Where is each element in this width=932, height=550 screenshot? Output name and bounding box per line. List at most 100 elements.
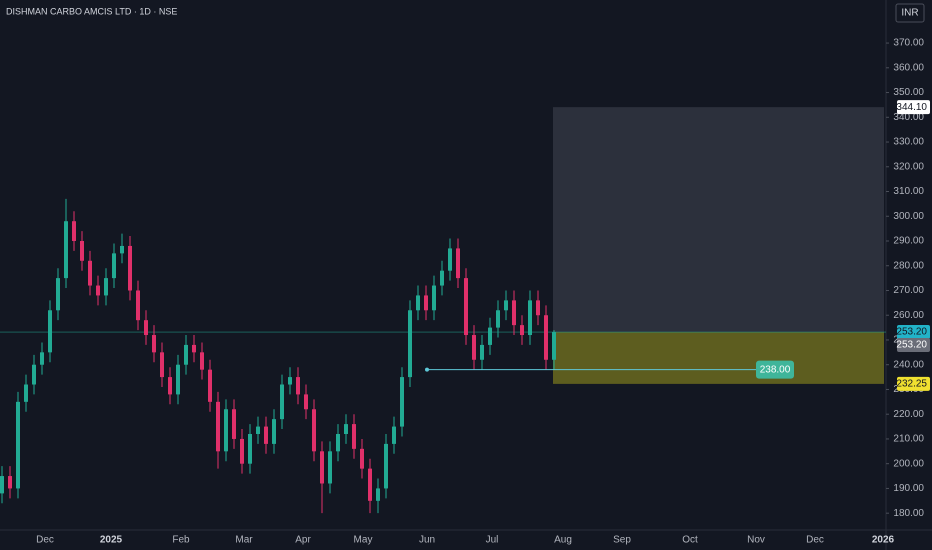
candle-body [376, 488, 380, 501]
currency-box[interactable] [895, 3, 925, 23]
candle-body [144, 320, 148, 336]
candle-body [192, 344, 196, 353]
candle-body [208, 369, 212, 402]
candle-body [392, 426, 396, 444]
y-tick-label: 210.00 [893, 434, 924, 445]
y-tick-label: 320.00 [893, 161, 924, 172]
candle-body [480, 344, 484, 360]
y-tick-label: 200.00 [893, 458, 924, 469]
y-tick-label: 180.00 [893, 508, 924, 519]
candle-body [552, 332, 556, 360]
candle-body [448, 248, 452, 271]
y-tick-label: 340.00 [893, 112, 924, 123]
x-tick-label: Jun [419, 535, 435, 546]
candle-body [464, 278, 468, 336]
price-badge [897, 338, 930, 353]
x-tick-label: Sep [613, 535, 631, 546]
candle-body [40, 352, 44, 365]
candle-body [440, 270, 444, 286]
candle-body [216, 401, 220, 452]
price-badge-label: 344.10 [896, 102, 927, 113]
candle-body [336, 433, 340, 452]
chart-title: DISHMAN CARBO AMCIS LTD · 1D · NSE [6, 6, 177, 16]
candle-body [80, 240, 84, 261]
candle-body [168, 377, 172, 395]
y-tick-label: 330.00 [893, 137, 924, 148]
candle-body [536, 300, 540, 316]
y-tick-label: 300.00 [893, 211, 924, 222]
price-badge [897, 325, 930, 340]
candle-body [280, 384, 284, 420]
stop-zone [553, 332, 884, 384]
candle-body [200, 352, 204, 370]
y-tick-label: 350.00 [893, 87, 924, 98]
candle-body [296, 377, 300, 395]
candle-body [96, 285, 100, 296]
x-tick-label: 2026 [872, 535, 895, 546]
candle-body [400, 377, 404, 427]
x-tick-label: May [354, 535, 373, 546]
candle-body [328, 451, 332, 484]
candle-body [128, 245, 132, 291]
x-tick-label: Dec [36, 535, 54, 546]
candle-body [160, 352, 164, 378]
candle-body [504, 300, 508, 311]
price-badge [897, 100, 930, 115]
x-tick-label: Jul [486, 535, 499, 546]
candle-body [72, 221, 76, 241]
candle-body [488, 327, 492, 345]
candle-body [224, 409, 228, 452]
level-label-box [756, 360, 794, 379]
candle-body [424, 295, 428, 311]
candle-body [456, 248, 460, 279]
x-tick-label: Aug [554, 535, 572, 546]
candle-body [56, 278, 60, 311]
candle-body [16, 401, 20, 489]
y-tick-label: 270.00 [893, 285, 924, 296]
price-badge-label: 232.25 [896, 379, 927, 390]
candle-body [496, 310, 500, 328]
candle-body [264, 426, 268, 444]
candle-body [272, 419, 276, 444]
candle-body [256, 426, 260, 434]
candle-body [384, 443, 388, 489]
x-tick-label: 2025 [100, 535, 123, 546]
candle-body [352, 424, 356, 449]
currency[interactable]: INR [901, 8, 918, 19]
candle-body [24, 384, 28, 402]
y-tick-label: 190.00 [893, 483, 924, 494]
candle-body [64, 221, 68, 279]
price-badge-label: 253.20 [896, 340, 927, 351]
candle-body [368, 468, 372, 501]
target-zone [553, 107, 884, 333]
x-tick-label: Feb [172, 535, 190, 546]
level-label: 238.00 [760, 364, 791, 375]
candle-body [408, 310, 412, 378]
y-tick-label: 290.00 [893, 236, 924, 247]
candle-body [176, 364, 180, 395]
candle-body [248, 433, 252, 464]
candle-body [120, 245, 124, 254]
candle-body [184, 344, 188, 365]
x-tick-label: Mar [235, 535, 253, 546]
x-tick-label: Oct [682, 535, 698, 546]
candle-body [232, 409, 236, 439]
candle-body [544, 315, 548, 360]
level-anchor [425, 367, 429, 372]
candle-body [320, 451, 324, 484]
candle-body [48, 310, 52, 353]
candle-body [360, 448, 364, 469]
candle-body [416, 295, 420, 311]
candle-body [112, 253, 116, 279]
candle-body [432, 285, 436, 311]
candle-body [0, 476, 4, 494]
candle-body [304, 394, 308, 410]
candle-body [8, 476, 12, 489]
y-tick-label: 310.00 [893, 186, 924, 197]
x-tick-label: Apr [295, 535, 311, 546]
y-tick-label: 360.00 [893, 62, 924, 73]
y-tick-label: 220.00 [893, 409, 924, 420]
candle-body [104, 278, 108, 296]
